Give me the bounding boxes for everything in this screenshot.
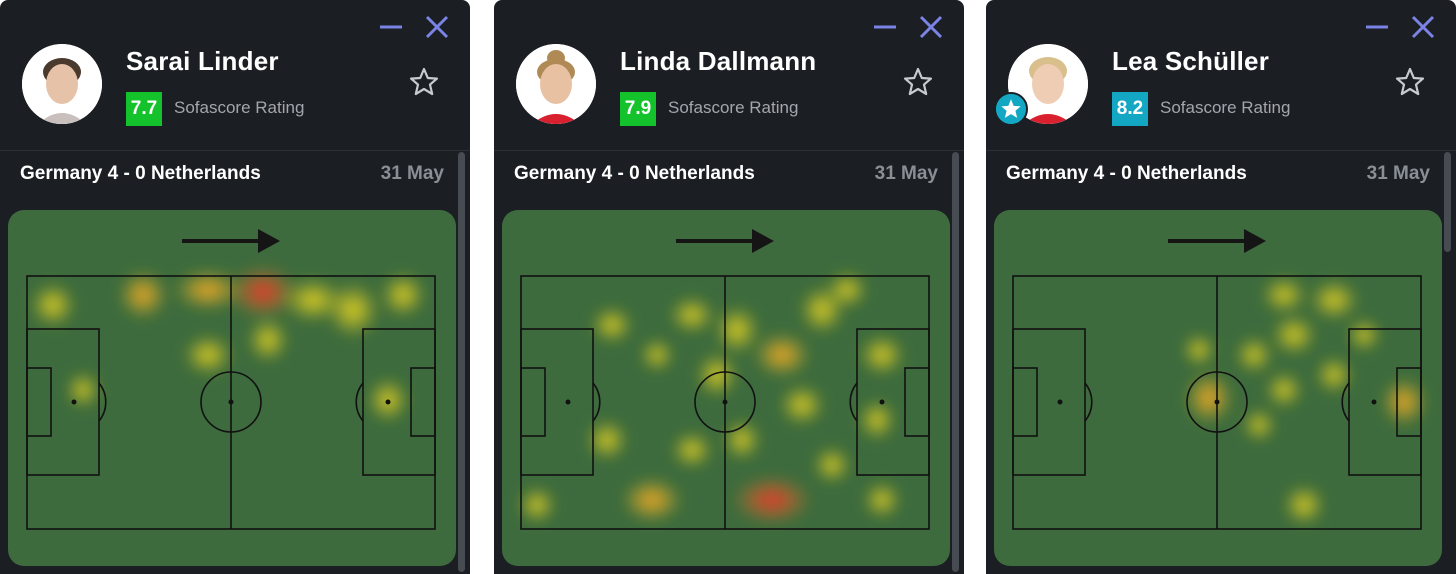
arrow-right-icon <box>182 229 280 253</box>
heatmap-pitch <box>502 210 950 566</box>
close-icon[interactable] <box>1408 12 1438 42</box>
match-title[interactable]: Germany 4 - 0 Netherlands <box>1006 163 1247 184</box>
divider <box>0 150 470 151</box>
avatar <box>516 44 596 124</box>
player-photo <box>1008 44 1088 124</box>
player-panel-2: Linda Dallmann 7.9 Sofascore Rating Germ… <box>494 0 964 574</box>
minimize-icon[interactable] <box>1362 12 1392 42</box>
match-date: 31 May <box>874 163 938 184</box>
rating-badge: 7.9 <box>620 92 656 126</box>
arrow-right-icon <box>676 229 774 253</box>
minimize-icon[interactable] <box>376 12 406 42</box>
divider <box>986 150 1456 151</box>
star-outline-icon[interactable] <box>408 66 440 98</box>
heatmap-pitch <box>8 210 456 566</box>
player-panel-3: Lea Schüller 8.2 Sofascore Rating German… <box>986 0 1456 574</box>
close-icon[interactable] <box>422 12 452 42</box>
pitch-lines <box>26 275 436 530</box>
avatar <box>22 44 102 124</box>
rating-label: Sofascore Rating <box>174 98 305 117</box>
heatmap-layer <box>519 272 904 524</box>
player-photo <box>22 44 102 124</box>
heatmap-layer <box>31 266 425 422</box>
player-name: Lea Schüller <box>1112 46 1270 76</box>
scrollbar[interactable] <box>952 152 959 572</box>
star-outline-icon[interactable] <box>1394 66 1426 98</box>
player-photo <box>516 44 596 124</box>
scrollbar[interactable] <box>458 152 465 572</box>
rating-label: Sofascore Rating <box>668 98 799 117</box>
heatmap-pitch <box>994 210 1442 566</box>
match-date: 31 May <box>380 163 444 184</box>
rating-badge: 7.7 <box>126 92 162 126</box>
rating-label: Sofascore Rating <box>1160 98 1291 117</box>
close-icon[interactable] <box>916 12 946 42</box>
match-title[interactable]: Germany 4 - 0 Netherlands <box>514 163 755 184</box>
divider <box>494 150 964 151</box>
match-title[interactable]: Germany 4 - 0 Netherlands <box>20 163 261 184</box>
player-name: Linda Dallmann <box>620 46 817 76</box>
heatmap-layer <box>1183 277 1426 525</box>
scrollbar[interactable] <box>1444 152 1451 252</box>
player-name: Sarai Linder <box>126 46 279 76</box>
star-outline-icon[interactable] <box>902 66 934 98</box>
minimize-icon[interactable] <box>870 12 900 42</box>
star-badge-icon <box>994 92 1028 126</box>
arrow-right-icon <box>1168 229 1266 253</box>
player-panel-1: Sarai Linder 7.7 Sofascore Rating German… <box>0 0 470 574</box>
match-date: 31 May <box>1366 163 1430 184</box>
rating-badge: 8.2 <box>1112 92 1148 126</box>
